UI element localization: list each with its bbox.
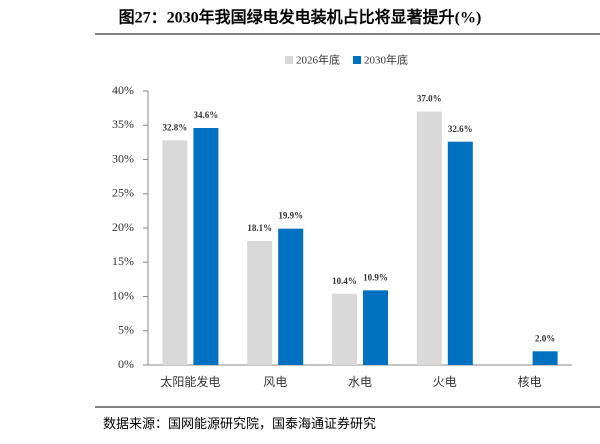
x-tick-label: 水电 xyxy=(348,375,372,389)
value-label: 10.9% xyxy=(363,272,388,282)
value-label: 32.6% xyxy=(448,124,473,134)
y-tick-label: 20% xyxy=(112,220,134,234)
source: 数据来源：国网能源研究院，国泰海通证券研究 xyxy=(103,416,376,431)
bar xyxy=(532,351,558,365)
value-label: 2.0% xyxy=(535,333,555,343)
bar xyxy=(363,290,388,365)
bar xyxy=(247,241,273,365)
legend-swatch xyxy=(353,56,361,64)
bar xyxy=(332,293,357,365)
x-tick-label: 太阳能发电 xyxy=(160,374,220,389)
y-tick-label: 5% xyxy=(118,323,134,337)
y-tick-label: 40% xyxy=(112,83,134,97)
bar xyxy=(447,141,473,365)
x-tick-label: 火电 xyxy=(433,375,457,389)
value-label: 10.4% xyxy=(332,276,357,286)
x-tick-label: 风电 xyxy=(263,375,287,389)
value-label: 37.0% xyxy=(417,94,442,104)
value-label: 19.9% xyxy=(278,211,303,221)
bar xyxy=(162,140,188,365)
legend-label: 2030年底 xyxy=(364,53,408,67)
y-tick-label: 0% xyxy=(118,357,134,371)
bar xyxy=(416,111,442,365)
legend-swatch xyxy=(285,56,293,64)
bar xyxy=(278,228,304,365)
value-label: 18.1% xyxy=(247,223,272,233)
y-tick-label: 25% xyxy=(112,186,134,200)
chart-title: 图27：2030年我国绿电发电装机占比将显著提升(%) xyxy=(119,8,482,27)
legend-label: 2026年底 xyxy=(296,53,340,67)
y-tick-label: 35% xyxy=(112,117,134,131)
x-tick-label: 核电 xyxy=(518,375,542,389)
y-tick-label: 15% xyxy=(112,254,134,268)
value-label: 32.8% xyxy=(163,122,188,132)
value-label: 34.6% xyxy=(194,110,219,120)
y-tick-label: 30% xyxy=(112,151,134,165)
bar xyxy=(193,127,219,366)
y-tick-label: 10% xyxy=(112,288,134,302)
